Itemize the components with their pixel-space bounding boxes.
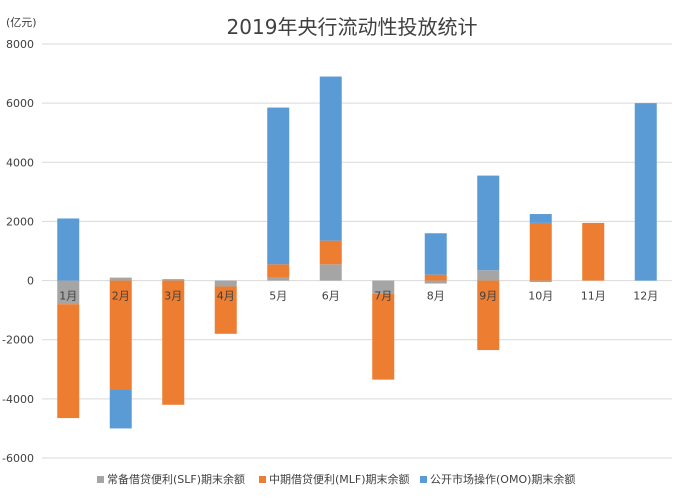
legend-swatch [97,476,104,483]
y-tick-label: 4000 [6,156,34,169]
x-tick-label: 7月 [374,290,392,303]
y-tick-label: -4000 [2,393,34,406]
bar-segment [57,280,80,305]
gridlines [42,43,672,459]
y-tick-label: -6000 [2,452,34,465]
bars [57,76,657,429]
bar-segment [477,175,500,271]
x-tick-label: 5月 [269,290,287,303]
bar-segment [214,280,237,287]
bar-segment [477,270,500,281]
legend: 常备借贷便利(SLF)期末余额 中期借贷便利(MLF)期末余额 公开市场操作(OMO… [97,472,575,486]
bar-segment [424,274,447,281]
legend-label: 公开市场操作(OMO)期末余额 [430,472,575,486]
y-tick-label: 8000 [6,38,34,51]
y-tick-label: -2000 [2,334,34,347]
bar-segment [109,389,132,429]
bar-segment [582,222,605,281]
bar-segment [319,76,342,241]
legend-label: 常备借贷便利(SLF)期末余额 [107,472,245,486]
x-tick-label: 9月 [479,290,497,303]
x-tick-label: 4月 [217,290,235,303]
bar-segment [162,280,185,405]
y-axis-unit-label: (亿元) [6,16,37,29]
x-tick-label: 12月 [633,290,658,303]
x-axis-ticks: 1月 2月 3月 4月 5月 6月 7月 8月 9月 10月 11月 12月 [59,290,658,303]
legend-swatch [259,476,266,483]
chart-title: 2019年央行流动性投放统计 [227,15,478,39]
bar-segment [267,107,290,265]
bar-segment [372,280,395,294]
legend-swatch [420,476,427,483]
x-tick-label: 2月 [112,290,130,303]
x-tick-label: 11月 [581,290,606,303]
bar-segment [214,286,237,334]
x-tick-label: 1月 [59,290,77,303]
bar-segment [319,264,342,281]
bar-segment [267,264,290,278]
bar-segment [529,280,552,283]
y-tick-label: 0 [27,275,34,288]
y-axis-ticks: -6000 -4000 -2000 0 2000 4000 6000 8000 [2,38,34,465]
bar-segment [424,233,447,275]
bar-segment [529,222,552,281]
legend-label: 中期借贷便利(MLF)期末余额 [269,472,410,486]
bar-segment [267,277,290,281]
bar-segment [57,218,80,281]
bar-segment [634,103,657,281]
x-tick-label: 10月 [528,290,553,303]
x-tick-label: 6月 [322,290,340,303]
bar-segment [162,279,185,281]
bar-segment [109,277,132,281]
bar-segment [319,240,342,265]
bar-segment [424,280,447,284]
y-tick-label: 2000 [6,215,34,228]
y-tick-label: 6000 [6,97,34,110]
x-tick-label: 3月 [164,290,182,303]
bar-segment [477,280,500,351]
bar-segment [372,293,395,380]
bar-segment [109,280,132,390]
bar-segment [57,304,80,419]
bar-segment [529,214,552,223]
x-tick-label: 8月 [427,290,445,303]
